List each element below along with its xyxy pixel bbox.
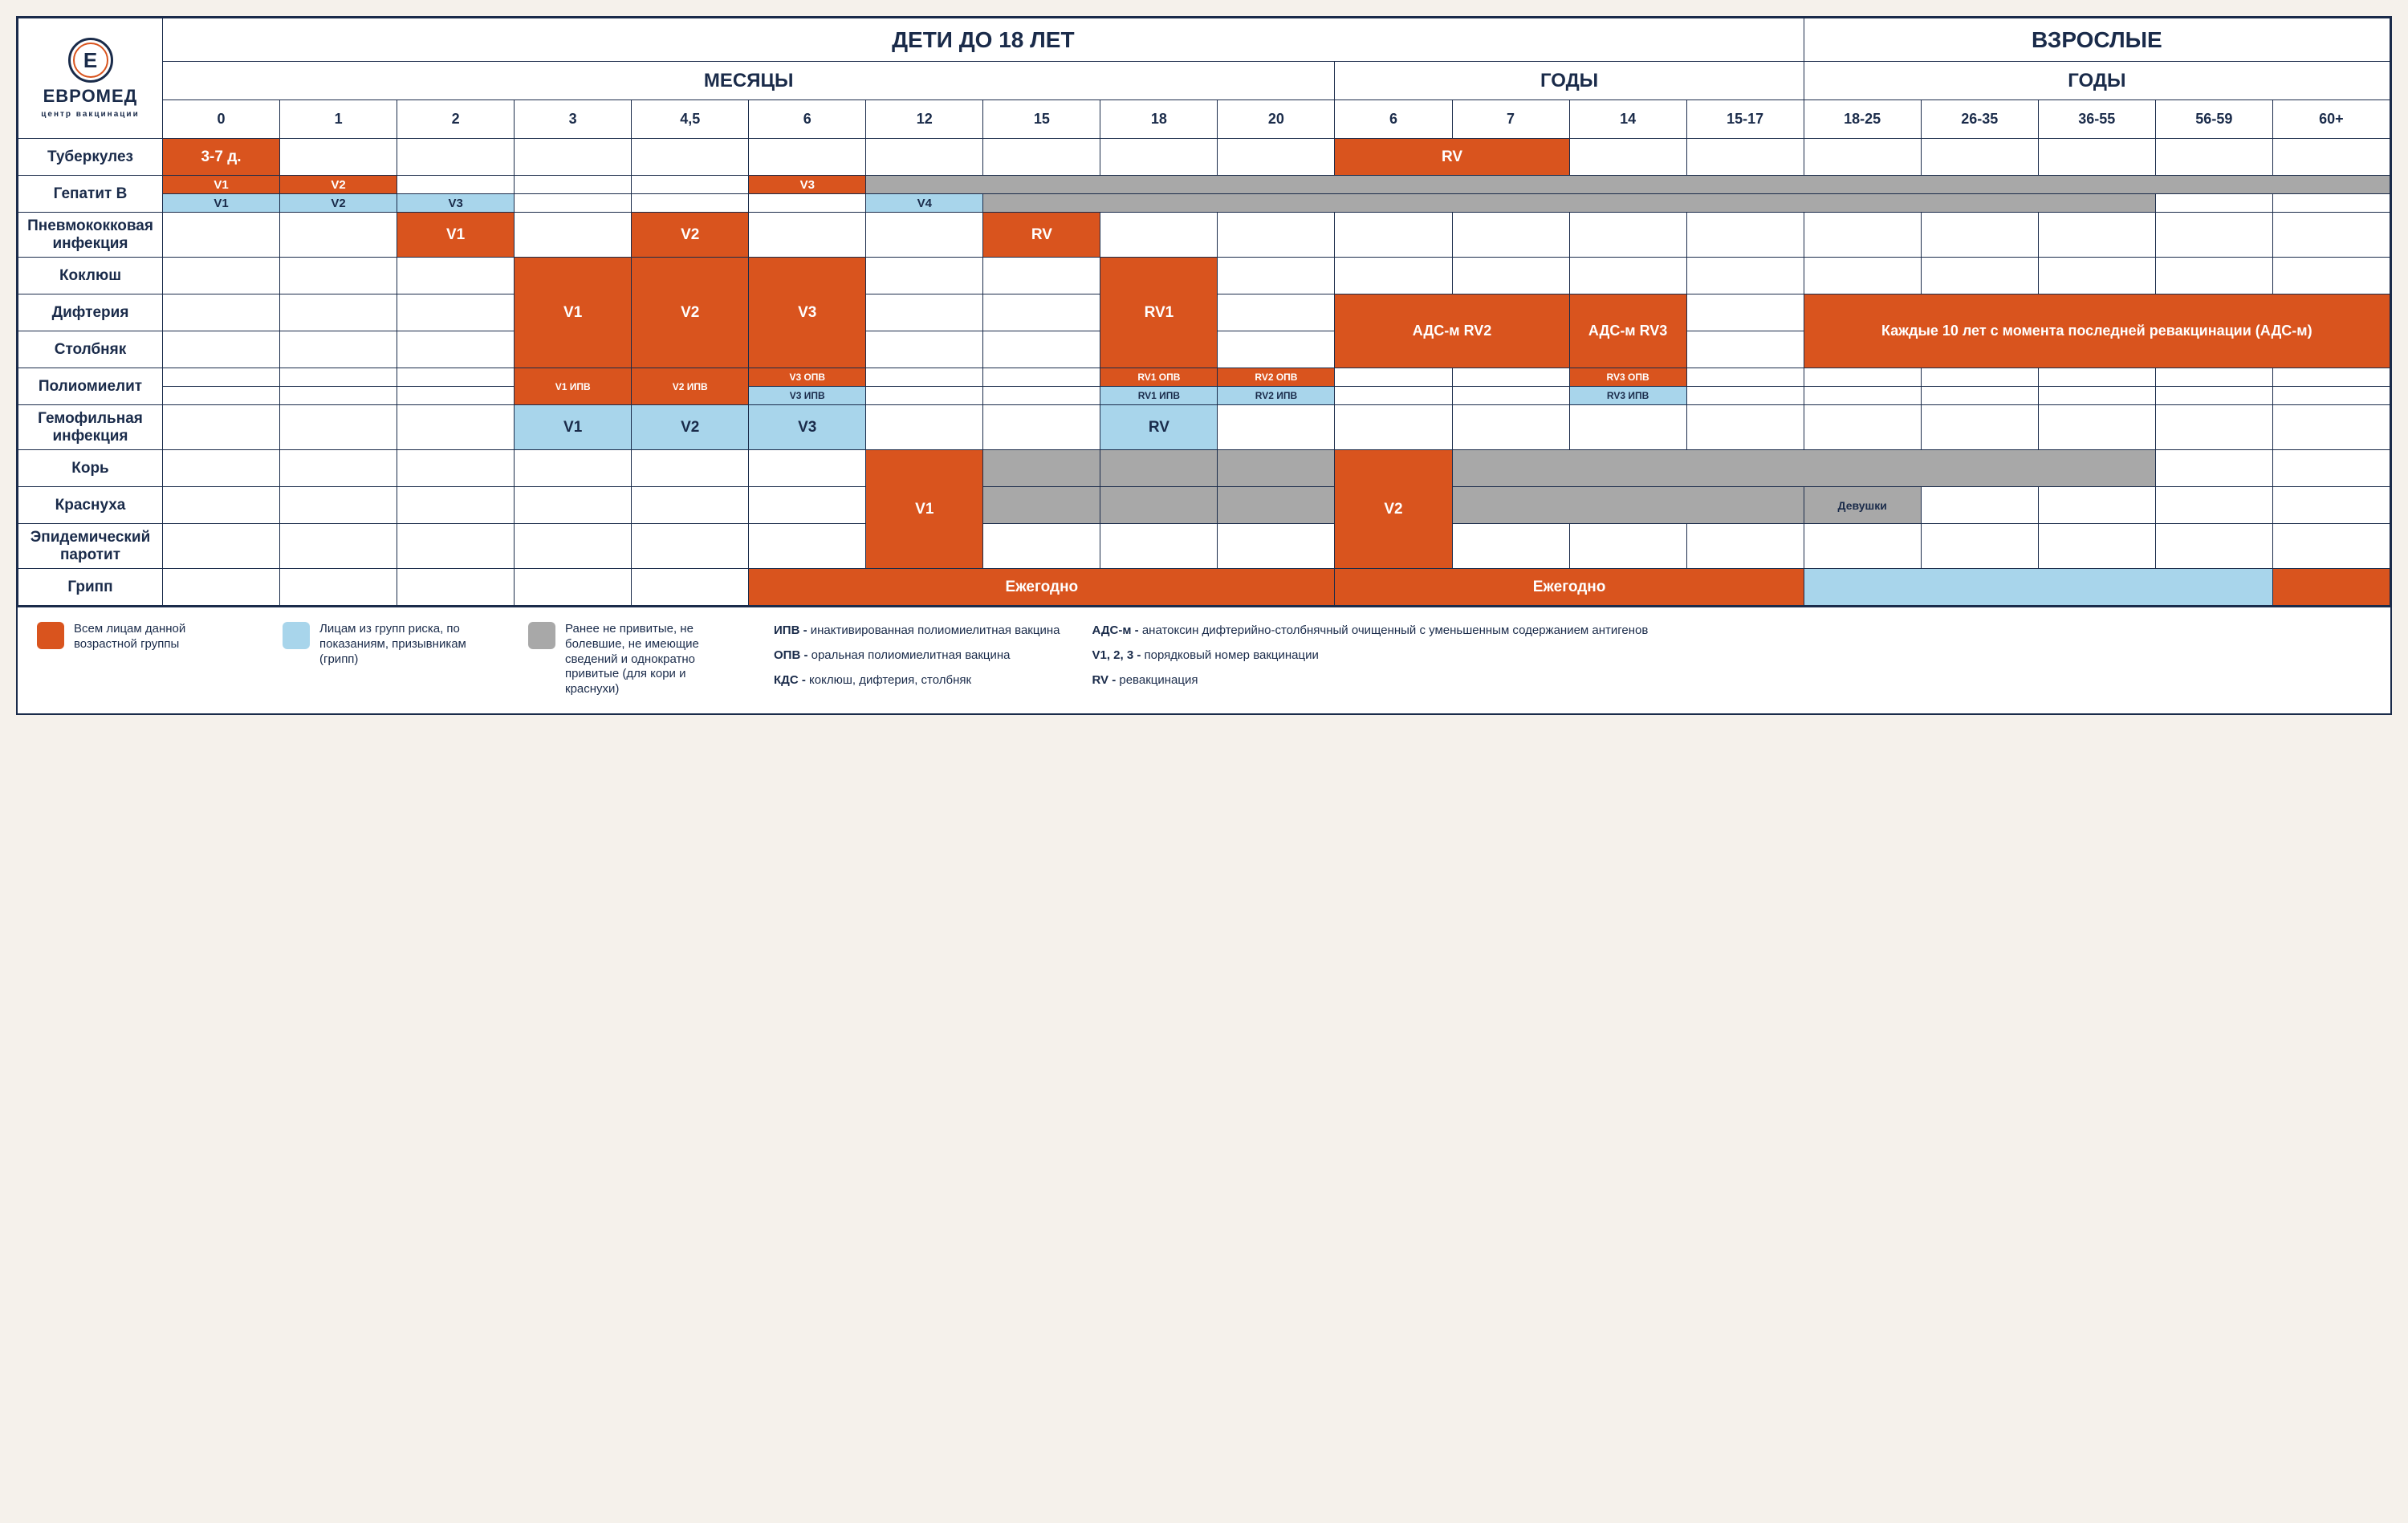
row-hib: Гемофильная инфекция V1 V2 V3 RV: [18, 405, 2390, 450]
header-children: ДЕТИ ДО 18 ЛЕТ: [163, 18, 1804, 62]
legend-blue: Лицам из групп риска, по показаниям, при…: [283, 622, 496, 667]
header-years-adult: ГОДЫ: [1804, 62, 2390, 100]
logo-word: ЕВРОМЕД: [43, 86, 138, 107]
legend-abbr-1: ИПВ - инактивированная полиомиелитная ва…: [774, 622, 1060, 688]
header-years-child: ГОДЫ: [1335, 62, 1804, 100]
swatch-gray: [528, 622, 555, 649]
logo-icon: E: [68, 38, 113, 83]
row-rubella: Краснуха Девушки: [18, 487, 2390, 524]
schedule-table: E ЕВРОМЕД центр вакцинации ДЕТИ ДО 18 ЛЕ…: [18, 18, 2390, 606]
row-polio-2: V3 ИПВ RV1 ИПВ RV2 ИПВ RV3 ИПВ: [18, 387, 2390, 405]
header-adults: ВЗРОСЛЫЕ: [1804, 18, 2390, 62]
logo-cell: E ЕВРОМЕД центр вакцинации: [18, 18, 163, 139]
row-mumps: Эпидемический паротит: [18, 524, 2390, 569]
row-polio-1: Полиомиелит V1 ИПВ V2 ИПВ V3 ОПВ RV1 ОПВ…: [18, 368, 2390, 387]
logo-subtitle: центр вакцинации: [41, 110, 139, 119]
row-pertussis: Коклюш V1 V2 V3 RV1: [18, 258, 2390, 294]
swatch-blue: [283, 622, 310, 649]
legend-orange: Всем лицам данной возрастной группы: [37, 622, 250, 652]
legend: Всем лицам данной возрастной группы Лица…: [18, 606, 2390, 713]
row-hepb-1: Гепатит B V1 V2 V3: [18, 176, 2390, 194]
row-measles: Корь V1 V2: [18, 450, 2390, 487]
row-tuberculosis: Туберкулез 3-7 д. RV: [18, 139, 2390, 176]
header-months: МЕСЯЦЫ: [163, 62, 1335, 100]
legend-abbr-2: АДС-м - анатоксин дифтерийно-столбнячный…: [1092, 622, 1648, 688]
row-pneumo: Пневмококковая инфекция V1 V2 RV: [18, 213, 2390, 258]
swatch-orange: [37, 622, 64, 649]
legend-gray: Ранее не привитые, не болевшие, не имеющ…: [528, 622, 742, 697]
row-hepb-2: V1 V2 V3 V4: [18, 194, 2390, 213]
age-header-row: 0 1 2 3 4,5 6 12 15 18 20 6 7 14 15-17 1…: [18, 100, 2390, 139]
row-flu: Грипп Ежегодно Ежегодно: [18, 569, 2390, 606]
vaccination-schedule: E ЕВРОМЕД центр вакцинации ДЕТИ ДО 18 ЛЕ…: [16, 16, 2392, 715]
